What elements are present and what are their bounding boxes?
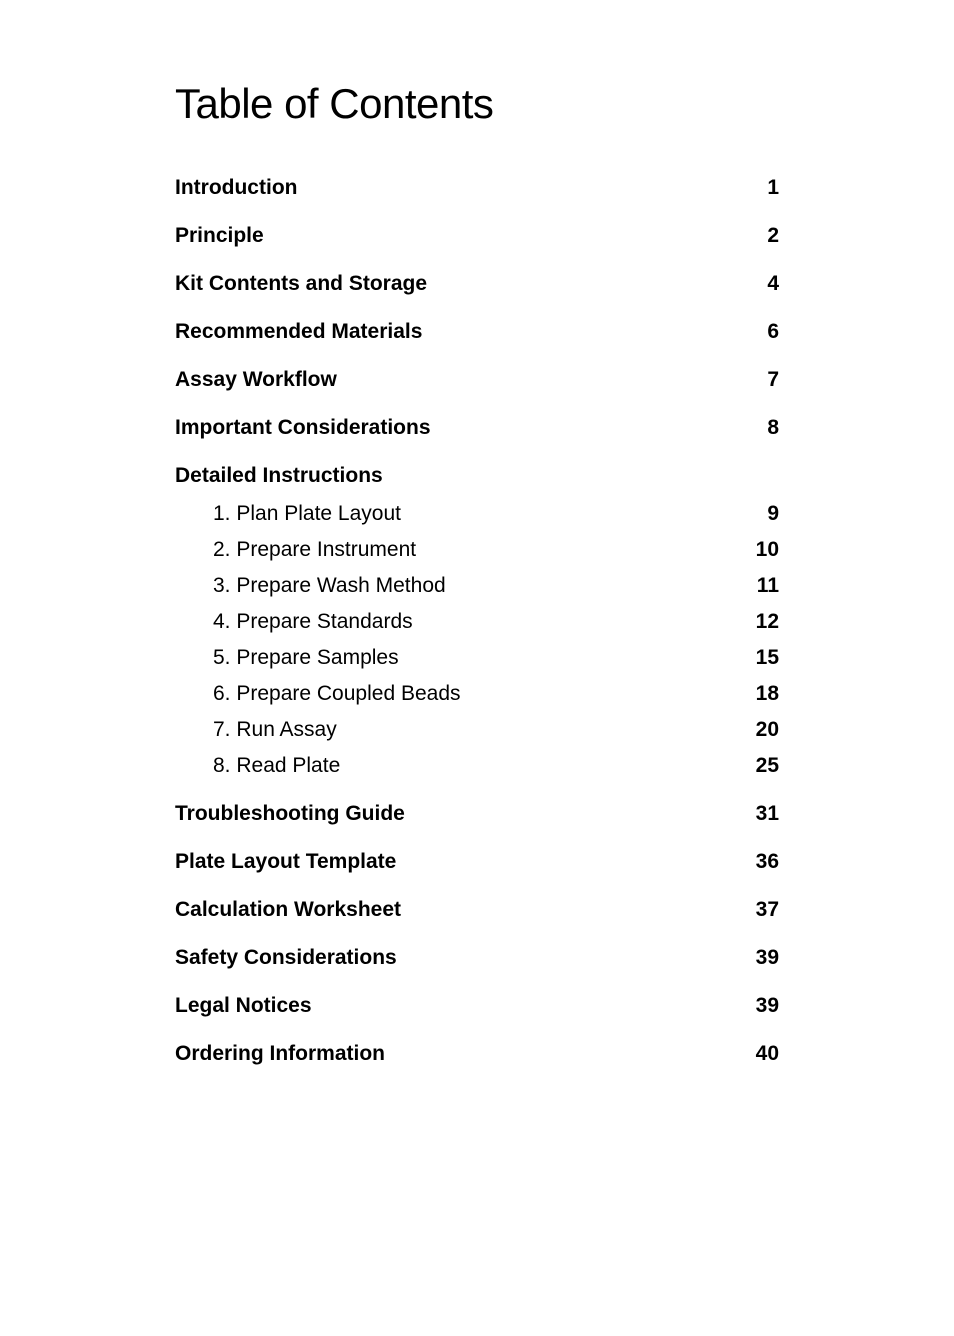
toc-entry-page: 31 (756, 802, 779, 826)
toc-entry-label: Calculation Worksheet (175, 898, 401, 922)
toc-entry-label: Principle (175, 224, 264, 248)
toc-entry-page: 39 (756, 946, 779, 970)
toc-entry: 4. Prepare Standards 12 (175, 610, 779, 634)
toc-entry-page: 36 (756, 850, 779, 874)
toc-title: Table of Contents (175, 80, 779, 128)
toc-entry: Introduction 1 (175, 176, 779, 200)
toc-entry-label: Kit Contents and Storage (175, 272, 427, 296)
toc-entry-label: 7. Run Assay (213, 718, 337, 742)
toc-entry: Troubleshooting Guide 31 (175, 802, 779, 826)
toc-entry: Safety Considerations 39 (175, 946, 779, 970)
toc-entry: Principle 2 (175, 224, 779, 248)
toc-entry: Kit Contents and Storage 4 (175, 272, 779, 296)
toc-entry-page: 40 (756, 1042, 779, 1066)
toc-entry-page: 18 (756, 682, 779, 706)
toc-entry-label: 3. Prepare Wash Method (213, 574, 446, 598)
toc-entry-label: Recommended Materials (175, 320, 422, 344)
toc-entry-label: Plate Layout Template (175, 850, 396, 874)
toc-entry-page: 10 (756, 538, 779, 562)
toc-entry-page: 20 (756, 718, 779, 742)
toc-entry: Recommended Materials 6 (175, 320, 779, 344)
toc-entry-page: 6 (767, 320, 779, 344)
toc-list: Introduction 1 Principle 2 Kit Contents and … (175, 176, 779, 1066)
toc-entry: 6. Prepare Coupled Beads 18 (175, 682, 779, 706)
toc-entry-label: Detailed Instructions (175, 464, 383, 488)
toc-entry-page: 11 (757, 574, 779, 598)
toc-entry-label: 4. Prepare Standards (213, 610, 413, 634)
toc-entry-label: 1. Plan Plate Layout (213, 502, 401, 526)
toc-entry-label: Legal Notices (175, 994, 312, 1018)
toc-entry: Legal Notices 39 (175, 994, 779, 1018)
toc-entry-label: Ordering Information (175, 1042, 385, 1066)
toc-entry-label: 5. Prepare Samples (213, 646, 399, 670)
toc-entry: Ordering Information 40 (175, 1042, 779, 1066)
toc-entry: 2. Prepare Instrument 10 (175, 538, 779, 562)
toc-entry-label: Introduction (175, 176, 297, 200)
toc-entry-page: 37 (756, 898, 779, 922)
toc-entry-page: 8 (767, 416, 779, 440)
toc-entry: 8. Read Plate 25 (175, 754, 779, 778)
toc-entry-page: 25 (756, 754, 779, 778)
toc-entry: 1. Plan Plate Layout 9 (175, 502, 779, 526)
toc-entry-label: Safety Considerations (175, 946, 397, 970)
toc-entry-page: 1 (767, 176, 779, 200)
toc-entry: Important Considerations 8 (175, 416, 779, 440)
toc-entry-label: Important Considerations (175, 416, 431, 440)
toc-entry: Plate Layout Template 36 (175, 850, 779, 874)
toc-entry-label: 8. Read Plate (213, 754, 340, 778)
toc-entry-page: 7 (767, 368, 779, 392)
toc-entry: Detailed Instructions (175, 464, 779, 488)
toc-entry-page: 9 (767, 502, 779, 526)
toc-entry-page: 2 (767, 224, 779, 248)
toc-entry-page: 15 (756, 646, 779, 670)
toc-entry: 5. Prepare Samples 15 (175, 646, 779, 670)
toc-entry-label: Assay Workflow (175, 368, 337, 392)
toc-entry-label: 2. Prepare Instrument (213, 538, 416, 562)
toc-entry: Assay Workflow 7 (175, 368, 779, 392)
toc-entry-page: 39 (756, 994, 779, 1018)
toc-entry-page: 4 (767, 272, 779, 296)
toc-entry-label: 6. Prepare Coupled Beads (213, 682, 461, 706)
toc-entry: 7. Run Assay 20 (175, 718, 779, 742)
toc-entry: Calculation Worksheet 37 (175, 898, 779, 922)
toc-entry: 3. Prepare Wash Method 11 (175, 574, 779, 598)
toc-entry-label: Troubleshooting Guide (175, 802, 405, 826)
toc-entry-page: 12 (756, 610, 779, 634)
